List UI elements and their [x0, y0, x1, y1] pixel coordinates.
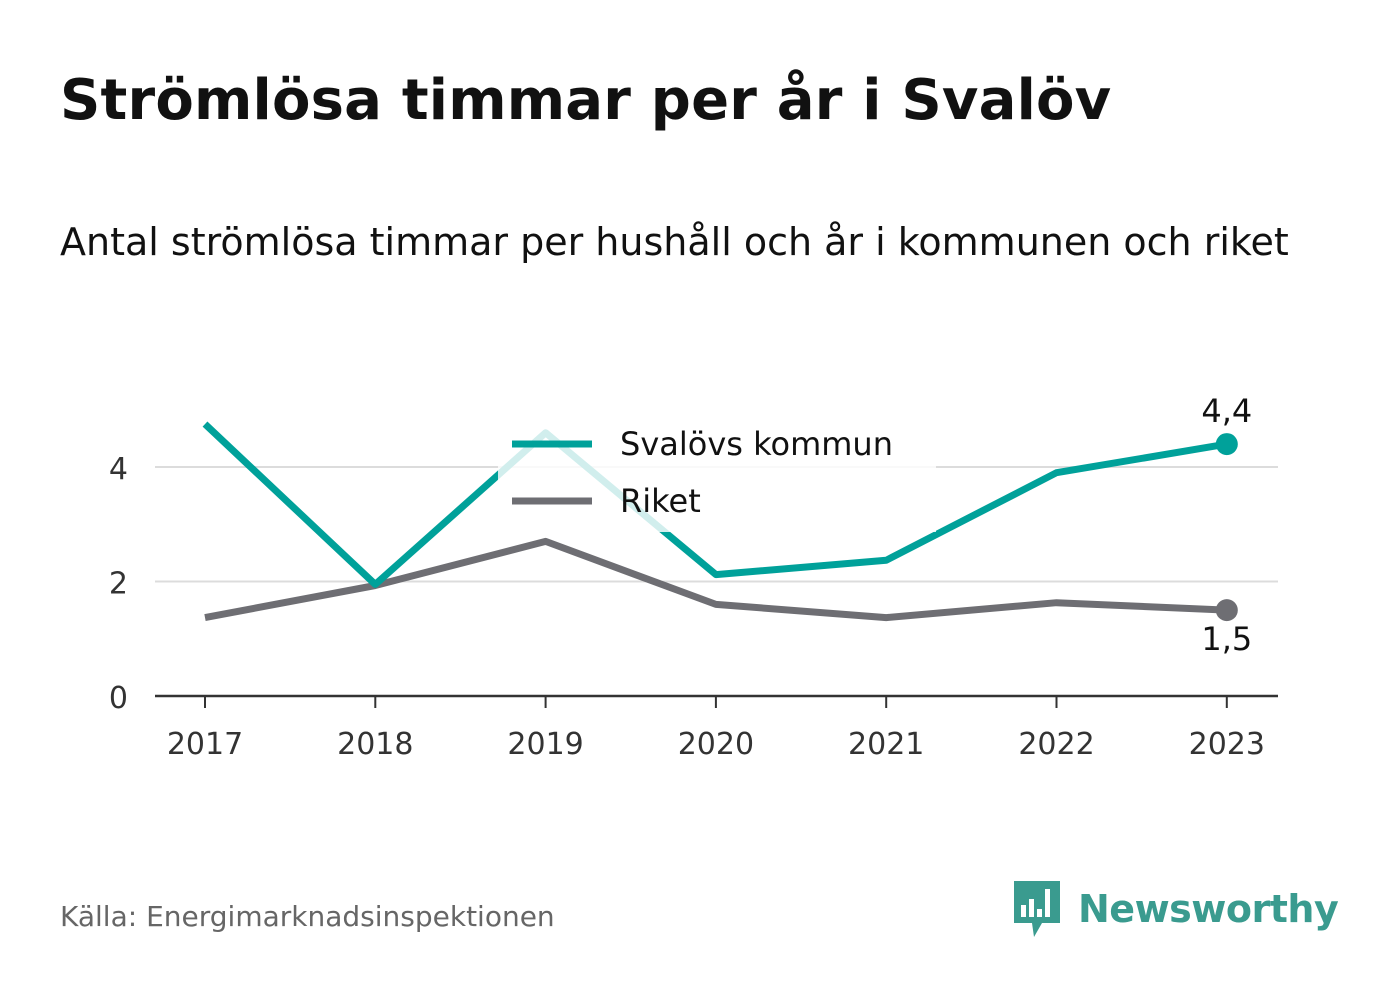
y-tick-label: 4	[109, 452, 128, 487]
legend-label: Riket	[620, 482, 701, 520]
x-tick-label: 2017	[167, 727, 243, 762]
x-tick-label: 2023	[1189, 727, 1265, 762]
chart-subtitle: Antal strömlösa timmar per hushåll och å…	[60, 220, 1289, 264]
y-tick-label: 2	[109, 567, 128, 602]
x-tick-label: 2020	[678, 727, 754, 762]
data-label-svalov: 4,4	[1201, 392, 1252, 430]
legend-label: Svalövs kommun	[620, 425, 893, 463]
x-tick-label: 2022	[1018, 727, 1094, 762]
legend-box	[498, 414, 936, 532]
brand-logo: Newsworthy	[1012, 879, 1339, 939]
series-line-svalov	[202, 421, 1228, 588]
x-tick-label: 2018	[337, 727, 413, 762]
y-tick-label: 0	[109, 681, 128, 716]
series-end-point	[1215, 433, 1238, 456]
x-tick-label: 2021	[848, 727, 924, 762]
brand-name: Newsworthy	[1078, 887, 1339, 931]
chart-title: Strömlösa timmar per år i Svalöv	[60, 68, 1112, 133]
series-line-riket	[204, 537, 1227, 622]
source-note: Källa: Energimarknadsinspektionen	[60, 900, 555, 933]
newsworthy-logo-icon	[1014, 881, 1060, 937]
series-end-point	[1215, 599, 1238, 622]
x-tick-label: 2019	[507, 727, 583, 762]
data-label-riket: 1,5	[1201, 620, 1252, 658]
